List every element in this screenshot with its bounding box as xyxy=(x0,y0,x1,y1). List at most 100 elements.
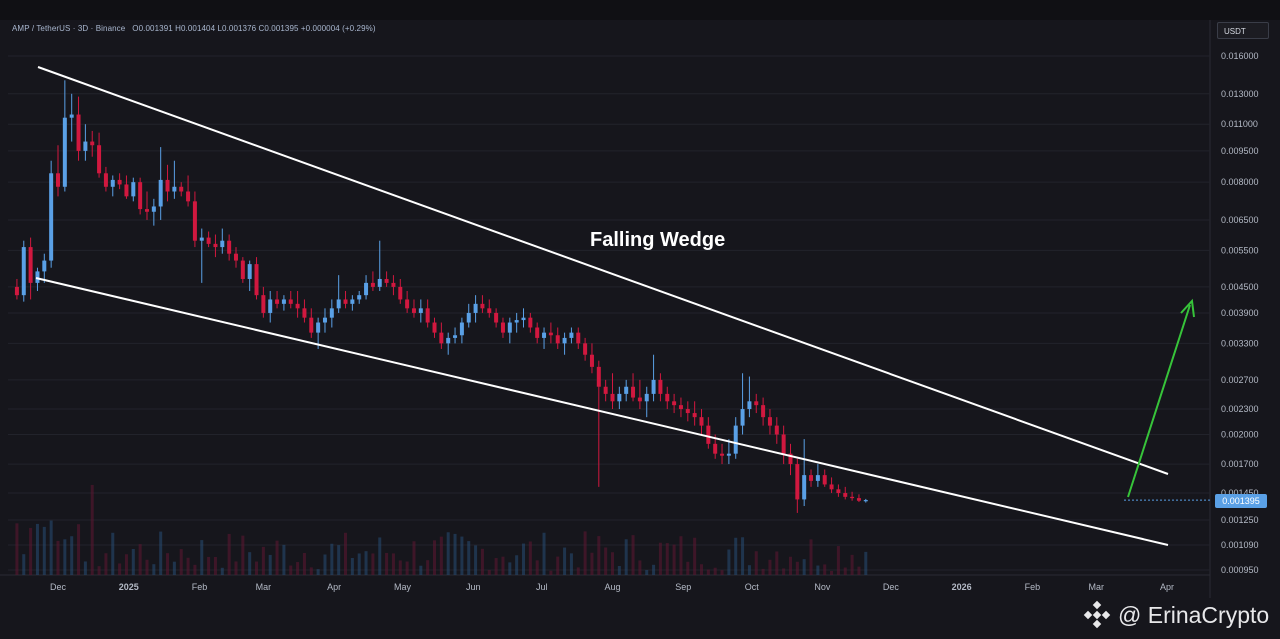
volume-bar xyxy=(754,551,758,575)
volume-bar xyxy=(713,567,717,575)
x-tick-label: Jun xyxy=(466,582,481,592)
candle-body xyxy=(685,409,690,414)
volume-bar xyxy=(439,536,443,575)
candle-body xyxy=(466,312,471,323)
candle-body xyxy=(377,278,382,287)
candle-body xyxy=(384,278,389,283)
y-tick-label: 0.004500 xyxy=(1221,282,1259,292)
volume-bar xyxy=(775,551,779,575)
y-tick-label: 0.006500 xyxy=(1221,215,1259,225)
candle-body xyxy=(144,209,149,212)
currency-selector[interactable]: USDT xyxy=(1217,22,1269,39)
volume-bar xyxy=(234,561,238,575)
candle-body xyxy=(411,308,416,313)
volume-bar xyxy=(323,554,327,575)
volume-bar xyxy=(864,551,868,575)
candle-body xyxy=(103,173,108,187)
volume-bar xyxy=(337,545,341,575)
y-tick-label: 0.003300 xyxy=(1221,338,1259,348)
y-tick-label: 0.002300 xyxy=(1221,404,1259,414)
y-tick-label: 0.002000 xyxy=(1221,429,1259,439)
volume-bar xyxy=(480,548,484,575)
volume-bar xyxy=(830,570,834,575)
x-tick-label: Oct xyxy=(745,582,760,592)
volume-bar xyxy=(515,555,519,575)
candle-body xyxy=(788,453,793,465)
candle-body xyxy=(480,303,485,309)
volume-bar xyxy=(453,533,457,575)
candle-body xyxy=(76,114,81,151)
x-tick-label: May xyxy=(394,582,412,592)
candle-body xyxy=(713,443,718,454)
volume-bar xyxy=(474,545,478,575)
x-tick-label: Jul xyxy=(536,582,548,592)
volume-bar xyxy=(788,556,792,575)
candle-body xyxy=(138,182,143,210)
volume-bar xyxy=(467,541,471,575)
volume-bar xyxy=(15,523,19,575)
candle-body xyxy=(364,282,369,296)
y-tick-label: 0.011000 xyxy=(1221,119,1258,129)
volume-bar xyxy=(665,543,669,575)
candle-body xyxy=(97,145,102,174)
volume-bar xyxy=(131,548,135,575)
volume-bar xyxy=(597,536,601,575)
breakout-arrow-head xyxy=(1180,298,1195,318)
candle-body xyxy=(562,337,567,344)
ohlc-readout: O0.001391 H0.001404 L0.001376 C0.001395 … xyxy=(132,24,376,33)
candle-body xyxy=(322,317,327,323)
volume-bar xyxy=(145,559,149,575)
trendline-layer xyxy=(35,66,1210,546)
volume-bar xyxy=(658,542,662,575)
candle-body xyxy=(329,308,334,318)
volume-bar xyxy=(398,560,402,575)
volume-bar xyxy=(693,537,697,575)
candle-body xyxy=(281,299,286,304)
candle-body xyxy=(158,179,163,207)
candle-body xyxy=(131,182,136,197)
volume-bar xyxy=(720,570,724,575)
candle-body xyxy=(863,500,868,502)
volume-bar xyxy=(727,549,731,575)
candle-body xyxy=(822,475,827,485)
volume-bar xyxy=(426,560,430,575)
volume-bar xyxy=(741,537,745,575)
y-tick-label: 0.001450 xyxy=(1221,488,1259,498)
candle-body xyxy=(233,253,238,261)
volume-bar xyxy=(652,564,656,575)
volume-bar xyxy=(679,536,683,575)
candle-body xyxy=(829,484,834,490)
candle-body xyxy=(815,475,820,481)
candle-body xyxy=(610,393,615,402)
volume-bar xyxy=(522,543,526,575)
volume-bar xyxy=(302,552,306,575)
candle-body xyxy=(199,237,204,241)
candle-body xyxy=(62,117,67,187)
candle-body xyxy=(275,299,280,304)
candle-body xyxy=(795,464,800,500)
volume-bar xyxy=(405,561,409,575)
candle-body xyxy=(343,299,348,304)
candle-body xyxy=(35,271,40,283)
candle-body xyxy=(637,397,642,402)
volume-bar xyxy=(166,553,170,575)
y-tick-label: 0.016000 xyxy=(1221,51,1259,61)
volume-bar xyxy=(124,554,128,575)
x-tick-label: Nov xyxy=(814,582,831,592)
volume-bar xyxy=(90,484,94,575)
watermark: @ ErinaCrypto xyxy=(1082,600,1269,630)
volume-bar xyxy=(535,560,539,575)
volume-bar xyxy=(391,553,395,575)
y-tick-label: 0.009500 xyxy=(1221,146,1259,156)
candle-body xyxy=(692,413,697,418)
lower-wedge-line xyxy=(35,277,1169,546)
volume-bar xyxy=(563,547,567,575)
x-tick-label: Feb xyxy=(192,582,208,592)
candle-body xyxy=(439,332,444,344)
volume-bar xyxy=(843,567,847,575)
candle-body xyxy=(206,237,211,244)
candle-body xyxy=(555,335,560,344)
x-tick-label: Apr xyxy=(327,582,341,592)
